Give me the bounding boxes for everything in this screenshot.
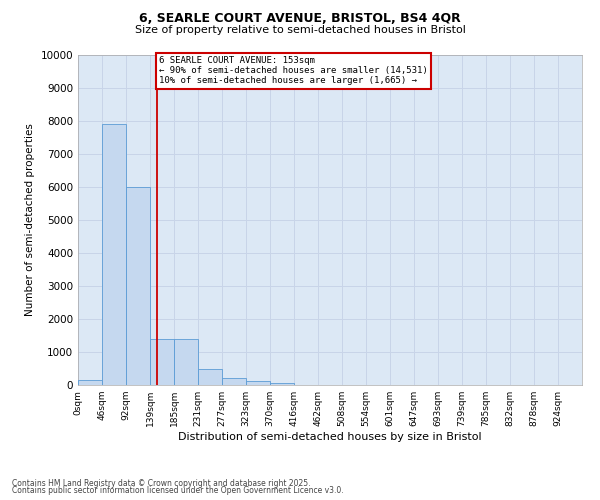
Bar: [150, 339, 174, 385]
Bar: [78, 380, 102, 385]
Bar: [174, 339, 198, 385]
Text: 6, SEARLE COURT AVENUE, BRISTOL, BS4 4QR: 6, SEARLE COURT AVENUE, BRISTOL, BS4 4QR: [139, 12, 461, 26]
Bar: [198, 368, 222, 385]
Text: 6 SEARLE COURT AVENUE: 153sqm
← 90% of semi-detached houses are smaller (14,531): 6 SEARLE COURT AVENUE: 153sqm ← 90% of s…: [159, 56, 428, 86]
Bar: [102, 124, 126, 385]
Bar: [246, 380, 270, 385]
Bar: [222, 378, 246, 385]
X-axis label: Distribution of semi-detached houses by size in Bristol: Distribution of semi-detached houses by …: [178, 432, 482, 442]
Y-axis label: Number of semi-detached properties: Number of semi-detached properties: [25, 124, 35, 316]
Text: Size of property relative to semi-detached houses in Bristol: Size of property relative to semi-detach…: [134, 25, 466, 35]
Text: Contains public sector information licensed under the Open Government Licence v3: Contains public sector information licen…: [12, 486, 344, 495]
Bar: [126, 187, 150, 385]
Bar: [270, 383, 294, 385]
Text: Contains HM Land Registry data © Crown copyright and database right 2025.: Contains HM Land Registry data © Crown c…: [12, 478, 311, 488]
